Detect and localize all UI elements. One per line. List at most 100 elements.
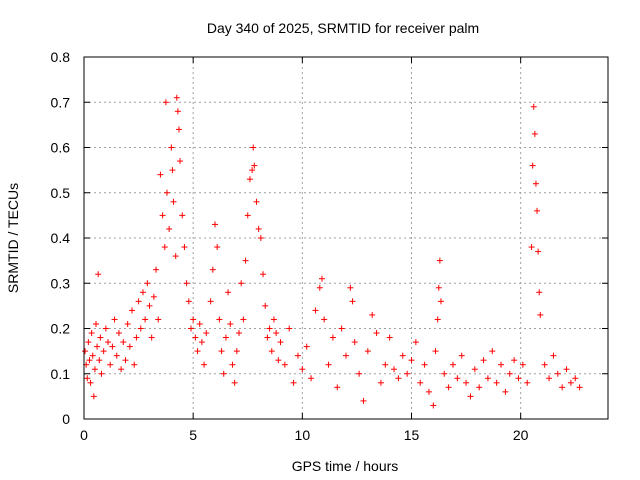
data-point <box>84 375 91 382</box>
data-point <box>449 361 456 368</box>
data-point <box>463 379 470 386</box>
data-point <box>111 316 118 323</box>
data-point <box>268 348 275 355</box>
data-point <box>122 357 129 364</box>
data-point <box>476 384 483 391</box>
data-point <box>126 343 133 350</box>
data-point <box>255 225 262 232</box>
data-point <box>530 103 537 110</box>
data-point <box>244 212 251 219</box>
data-point <box>391 366 398 373</box>
data-point <box>281 361 288 368</box>
x-tick-label: 15 <box>404 427 420 443</box>
data-point <box>270 316 277 323</box>
y-tick-label: 0 <box>62 411 70 427</box>
data-point <box>546 375 553 382</box>
data-point <box>432 348 439 355</box>
y-tick-label: 0.6 <box>51 140 71 156</box>
data-point <box>238 280 245 287</box>
data-point <box>360 397 367 404</box>
data-point <box>334 384 341 391</box>
data-point <box>290 379 297 386</box>
data-point <box>498 361 505 368</box>
data-point <box>107 361 114 368</box>
data-point <box>177 158 184 165</box>
axis-ticks <box>83 56 608 420</box>
data-point <box>169 167 176 174</box>
data-point <box>484 375 491 382</box>
data-point <box>179 212 186 219</box>
data-point <box>113 352 120 359</box>
data-point <box>528 244 535 251</box>
data-point <box>157 171 164 178</box>
data-point <box>531 130 538 137</box>
data-point <box>222 334 229 341</box>
data-point <box>489 348 496 355</box>
data-point <box>194 348 201 355</box>
data-point <box>515 375 522 382</box>
y-tick-label: 0.2 <box>51 321 71 337</box>
data-point <box>534 207 541 214</box>
data-point <box>567 379 574 386</box>
data-point <box>148 334 155 341</box>
data-point <box>325 361 332 368</box>
data-point <box>118 366 125 373</box>
x-tick-labels: 0 5 10 15 20 <box>80 427 529 443</box>
data-point <box>102 325 109 332</box>
data-point <box>441 370 448 377</box>
data-point <box>425 388 432 395</box>
data-point <box>349 298 356 305</box>
data-point <box>294 352 301 359</box>
data-point <box>338 325 345 332</box>
data-point <box>377 379 384 386</box>
data-point <box>559 384 566 391</box>
data-point <box>172 253 179 260</box>
data-point <box>137 325 144 332</box>
data-point <box>124 320 131 327</box>
data-point <box>249 167 256 174</box>
data-point <box>146 302 153 309</box>
data-point <box>246 176 253 183</box>
data-point <box>181 244 188 251</box>
data-point <box>229 361 236 368</box>
data-point <box>218 348 225 355</box>
data-point <box>321 316 328 323</box>
data-point <box>120 339 127 346</box>
data-point <box>436 257 443 264</box>
x-tick-label: 10 <box>295 427 311 443</box>
data-point <box>185 298 192 305</box>
data-point <box>236 330 243 337</box>
data-point <box>264 334 271 341</box>
data-point <box>225 289 232 296</box>
data-point <box>356 370 363 377</box>
data-point <box>166 225 173 232</box>
data-point <box>404 370 411 377</box>
data-point <box>115 330 122 337</box>
data-point <box>275 357 282 364</box>
data-point <box>231 379 238 386</box>
data-point <box>98 370 105 377</box>
y-axis-label: SRMTID / TECUs <box>5 183 21 293</box>
data-point <box>435 284 442 291</box>
data-point <box>454 375 461 382</box>
data-point <box>262 302 269 309</box>
data-point <box>142 316 149 323</box>
data-point <box>187 325 194 332</box>
data-point <box>351 339 358 346</box>
data-points <box>82 94 583 409</box>
data-point <box>212 221 218 228</box>
data-point <box>109 343 116 350</box>
data-point <box>94 343 101 350</box>
data-point <box>150 293 157 300</box>
data-point <box>95 271 102 278</box>
data-point <box>347 284 354 291</box>
data-point <box>430 402 437 409</box>
data-point <box>316 284 323 291</box>
data-point <box>233 348 240 355</box>
data-point <box>506 370 513 377</box>
data-point <box>161 244 168 251</box>
data-point <box>445 384 452 391</box>
data-point <box>183 280 190 287</box>
data-point <box>133 334 140 341</box>
data-point <box>382 361 389 368</box>
